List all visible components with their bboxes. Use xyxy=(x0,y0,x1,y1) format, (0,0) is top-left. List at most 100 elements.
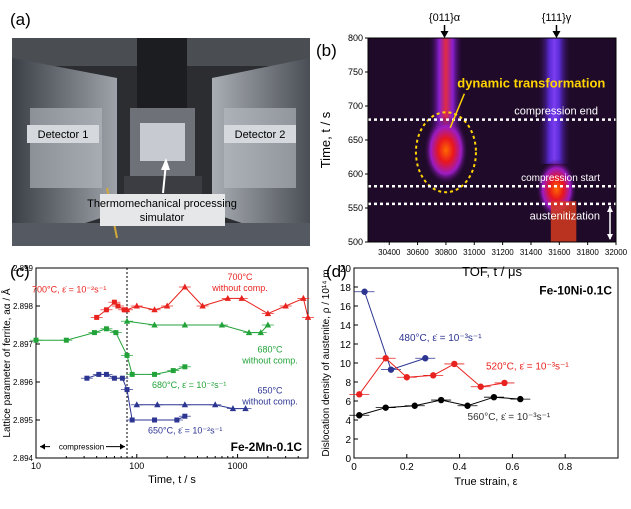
data-point xyxy=(115,303,121,309)
x-tick-label: 31600 xyxy=(548,248,571,257)
dynamic-arrow xyxy=(449,93,466,129)
data-point xyxy=(411,402,418,409)
data-point xyxy=(151,306,158,313)
data-point xyxy=(111,299,117,305)
y-tick-label: 2.896 xyxy=(13,378,34,387)
series-line xyxy=(136,404,246,410)
data-point xyxy=(33,337,39,343)
x-tick-label: 0.6 xyxy=(505,462,519,473)
data-point xyxy=(133,401,140,408)
gamma-peak-lower xyxy=(550,201,577,242)
y-tick-label: 2.898 xyxy=(13,302,34,311)
data-point xyxy=(199,302,206,309)
data-point xyxy=(151,321,158,328)
y-axis-title: Dislocation density of austenite, ρ / 10… xyxy=(321,269,332,456)
data-point xyxy=(163,302,171,309)
y-tick-label: 6 xyxy=(345,397,351,408)
dynamic-transformation-label: dynamic transformation xyxy=(457,76,605,91)
x-tick-label: 31800 xyxy=(577,248,600,257)
data-point xyxy=(490,394,498,401)
data-point xyxy=(152,417,158,423)
data-point xyxy=(96,371,102,377)
annotation-650-comp: 650°C, ε̇ = 10⁻²s⁻¹ xyxy=(148,425,222,435)
data-point xyxy=(124,352,130,358)
data-point xyxy=(245,329,253,336)
data-point xyxy=(133,302,140,309)
data-point xyxy=(517,395,524,403)
compression-start-label: compression start xyxy=(521,173,600,184)
data-point xyxy=(129,371,135,377)
data-point xyxy=(154,401,161,408)
peak-arrowhead xyxy=(552,31,561,38)
gamma-peak-band xyxy=(538,38,571,164)
compression-arrow-right xyxy=(120,443,126,450)
data-point xyxy=(238,294,245,301)
x-tick-label: 31000 xyxy=(463,248,486,257)
x-tick-label: 10 xyxy=(31,461,41,471)
annotation-480: 480°C, ε̇ = 10⁻³s⁻¹ xyxy=(399,333,482,344)
annotation-520: 520°C, ε̇ = 10⁻³s⁻¹ xyxy=(486,362,569,373)
data-point xyxy=(382,355,389,362)
plot-frame xyxy=(35,267,309,459)
x-axis-title: True strain, ε xyxy=(454,476,517,488)
data-point xyxy=(430,372,437,379)
series-line xyxy=(126,320,269,334)
data-point xyxy=(103,371,109,377)
data-point xyxy=(174,417,180,423)
data-point xyxy=(361,288,368,295)
annotation-700-nocomp-2: without comp. xyxy=(211,283,268,293)
data-point xyxy=(422,355,429,362)
simulator-label-line2: simulator xyxy=(140,212,185,224)
data-point xyxy=(152,371,158,377)
annotation-560: 560°C, ε̇ = 10⁻³s⁻¹ xyxy=(468,412,551,423)
austenitization-label: austenitization xyxy=(530,211,600,223)
data-point xyxy=(501,379,508,387)
data-point xyxy=(451,360,458,368)
material-label: Fe-2Mn-0.1C xyxy=(231,440,303,454)
series-line xyxy=(126,286,309,318)
y-tick-label: 18 xyxy=(340,283,352,294)
data-point xyxy=(437,396,445,404)
y-tick-label: 12 xyxy=(340,340,352,351)
data-point xyxy=(124,387,130,393)
annotation-650-nocomp-2: without comp. xyxy=(241,396,298,406)
y-tick-label: 2.897 xyxy=(13,340,34,349)
data-point xyxy=(63,337,69,343)
panel-label-c: (c) xyxy=(10,262,30,281)
data-point xyxy=(212,401,219,408)
data-point xyxy=(113,330,119,336)
peak-alpha-label: {011}α xyxy=(429,12,461,24)
y-tick-label: 600 xyxy=(348,169,363,179)
data-point xyxy=(111,375,117,381)
data-point xyxy=(170,368,176,374)
y-tick-label: 800 xyxy=(348,33,363,43)
data-point xyxy=(403,374,410,381)
y-axis-title: Time, t / s xyxy=(318,111,333,168)
y-axis-title: Lattice parameter of ferrite, aα / Å xyxy=(0,288,13,438)
y-tick-label: 2 xyxy=(345,435,351,446)
y-tick-label: 700 xyxy=(348,101,363,111)
x-tick-label: 0 xyxy=(351,462,357,473)
data-point xyxy=(282,302,289,309)
data-point xyxy=(181,321,189,328)
annotation-680-comp: 680°C, ε̇ = 10⁻²s⁻¹ xyxy=(152,380,226,390)
data-point xyxy=(257,329,264,336)
instrument-photo: Detector 1 Detector 2 Thermomechanical p… xyxy=(12,38,310,246)
y-tick-label: 2.894 xyxy=(13,454,34,463)
panel-label-d: (d) xyxy=(326,262,347,281)
alpha-peak-hotspot xyxy=(423,116,468,185)
y-tick-label: 14 xyxy=(340,321,352,332)
y-tick-label: 500 xyxy=(348,237,363,247)
detector-2-label: Detector 2 xyxy=(235,129,286,141)
data-point xyxy=(387,366,395,373)
annotation-700-comp: 700°C, ε̇ = 10⁻²s⁻¹ xyxy=(32,285,106,295)
simulator-label-line1: Thermomechanical processing xyxy=(87,198,237,210)
x-tick-label: 31200 xyxy=(492,248,515,257)
panel-label-a: (a) xyxy=(10,10,31,29)
data-point xyxy=(103,307,109,313)
data-point xyxy=(84,375,90,381)
transformation-circle xyxy=(414,111,477,194)
annotation-700-nocomp: 700°C xyxy=(227,272,253,282)
material-label: Fe-10Ni-0.1C xyxy=(539,284,612,298)
data-point xyxy=(300,294,307,301)
